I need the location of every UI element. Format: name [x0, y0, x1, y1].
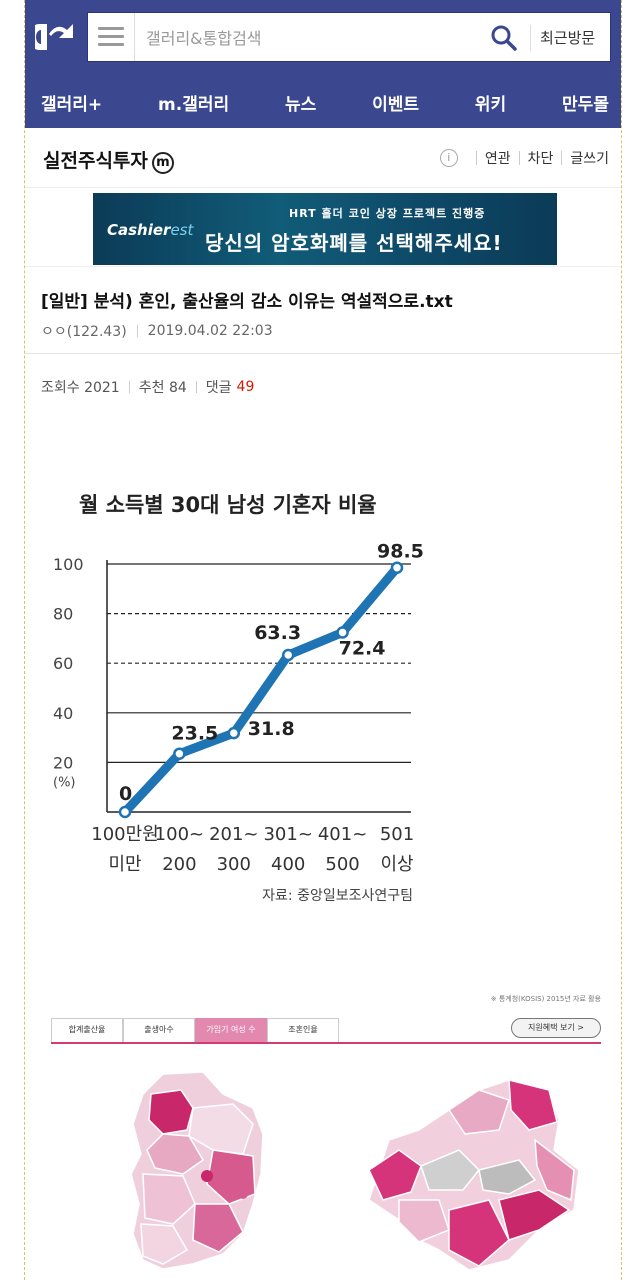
divider: [475, 151, 477, 165]
data-label: 31.8: [248, 718, 295, 740]
divider: [136, 325, 138, 337]
divider: [195, 381, 197, 393]
post-author[interactable]: ㅇㅇ(122.43): [41, 324, 127, 340]
x-tick-label: 이상: [380, 854, 413, 875]
x-tick-label: 500: [325, 854, 359, 875]
y-tick-label: 20: [53, 753, 73, 772]
chart-svg: 월 소득별 30대 남성 기혼자 비율 100 80 60 40 20 (%) 0 23.5 31…: [53, 493, 424, 904]
ad-banner[interactable]: Cashierest HRT 홀더 코인 상장 프로젝트 진행중 당신의 암호화…: [93, 193, 557, 265]
nav-item-news[interactable]: 뉴스: [284, 94, 317, 115]
data-point: [227, 726, 241, 740]
search-icon[interactable]: [490, 24, 518, 52]
data-point: [390, 561, 404, 574]
search-box: 최근방문: [87, 12, 611, 62]
data-point: [173, 747, 186, 760]
x-tick-label: 301~: [263, 824, 312, 845]
comment-count[interactable]: 49: [236, 379, 255, 395]
data-label: 23.5: [171, 723, 218, 745]
divider: [518, 151, 520, 165]
data-label: 72.4: [339, 637, 386, 659]
x-tick-label: 501: [380, 824, 414, 845]
x-tick-label: 401~: [318, 824, 367, 845]
divider: [530, 25, 531, 51]
x-tick-label: 201~: [209, 824, 258, 845]
post-header: [일반] 분석) 혼인, 출산율의 감소 이유는 역설적으로.txt ㅇㅇ(12…: [25, 266, 621, 354]
post-date: 2019.04.02 22:03: [147, 323, 273, 339]
ad-brand-sub: est: [170, 221, 194, 239]
related-button[interactable]: 연관: [484, 151, 511, 167]
search-input[interactable]: [146, 25, 466, 51]
tab-births[interactable]: 출생아수: [123, 1018, 195, 1042]
data-point: [281, 648, 295, 662]
infographic-source-note: ※ 통계청(KOSIS) 2015년 자료 활용: [490, 995, 601, 1003]
benefits-button[interactable]: 지원혜택 보기 >: [511, 1018, 601, 1038]
gallery-bar: 실전주식투자 m i 연관 차단 글쓰기: [25, 128, 621, 188]
divider: [561, 151, 563, 165]
comment-label[interactable]: 댓글: [205, 380, 232, 396]
main-nav: 갤러리+ m.갤러리 뉴스 이벤트 위키 만두몰: [25, 76, 621, 128]
divider: [128, 381, 130, 393]
nav-item-wiki[interactable]: 위키: [474, 94, 507, 115]
x-tick-label: 100~: [155, 824, 204, 845]
birthrate-infographic: ※ 통계청(KOSIS) 2015년 자료 활용 합계출산율 출생아수 가임기 …: [47, 990, 607, 1280]
y-tick-label: 100: [53, 555, 84, 574]
infographic-tabs: 합계출산율 출생아수 가임기 여성 수 조혼인율: [51, 1018, 601, 1044]
data-label: 98.5: [377, 541, 424, 563]
view-count: 조회수 2021: [41, 380, 120, 396]
data-point: [336, 626, 349, 639]
post-stats: 조회수 2021 추천 84 댓글 49: [41, 377, 254, 397]
x-tick-label: 400: [271, 854, 305, 875]
data-label: 63.3: [254, 622, 301, 644]
y-tick-label: 80: [53, 605, 73, 624]
x-tick-label: 미만: [108, 854, 141, 875]
top-header: 최근방문: [25, 0, 621, 76]
y-tick-label: 60: [53, 654, 73, 673]
divider: [134, 13, 135, 61]
menu-icon[interactable]: [98, 27, 124, 49]
x-tick-label: 300: [217, 854, 251, 875]
recommend-count: 추천 84: [138, 380, 187, 396]
korea-map: [130, 1071, 264, 1270]
nav-item-event[interactable]: 이벤트: [372, 94, 420, 115]
nav-item-mandumall[interactable]: 만두몰: [562, 94, 609, 115]
tab-marriage-rate[interactable]: 조혼인율: [267, 1018, 339, 1042]
ad-subtitle: HRT 홀더 코인 상장 프로젝트 진행중: [289, 207, 486, 220]
gallery-tools: i 연관 차단 글쓰기: [439, 148, 609, 168]
minor-gallery-badge: m: [151, 152, 174, 174]
block-button[interactable]: 차단: [527, 151, 554, 167]
gallery-title-text: 실전주식투자: [43, 150, 148, 172]
x-tick-label: 200: [162, 854, 196, 875]
seoul-map: [368, 1079, 580, 1271]
ad-brand-main: Cashier: [107, 221, 171, 239]
income-marriage-chart: 월 소득별 30대 남성 기혼자 비율 100 80 60 40 20 (%) 0 23.5 31…: [51, 482, 425, 912]
dc-logo-icon[interactable]: [35, 20, 83, 54]
recent-visits-button[interactable]: 최근방문: [540, 29, 596, 47]
data-label: 0: [119, 783, 132, 805]
info-icon[interactable]: i: [439, 149, 458, 167]
data-point: [118, 805, 132, 819]
ad-headline: 당신의 암호화폐를 선택해주세요!: [205, 231, 503, 255]
nav-item-gallery-plus[interactable]: 갤러리+: [41, 94, 103, 115]
x-tick-label: 100만원: [91, 824, 158, 845]
series-line: [120, 563, 402, 817]
gallery-title[interactable]: 실전주식투자 m: [43, 146, 174, 174]
post-title: [일반] 분석) 혼인, 출산율의 감소 이유는 역설적으로.txt: [41, 292, 453, 312]
tab-fertile-women[interactable]: 가임기 여성 수: [195, 1018, 267, 1042]
chart-title: 월 소득별 30대 남성 기혼자 비율: [79, 493, 377, 517]
nav-item-m-gallery[interactable]: m.갤러리: [158, 94, 230, 115]
ad-brand-logo: Cashierest: [107, 221, 193, 239]
write-button[interactable]: 글쓰기: [570, 151, 609, 167]
y-tick-label: 40: [53, 704, 73, 723]
tab-total-fertility[interactable]: 합계출산율: [51, 1018, 123, 1042]
post-meta: ㅇㅇ(122.43) 2019.04.02 22:03: [41, 321, 273, 341]
chart-source: 자료: 중앙일보조사연구팀: [262, 888, 413, 904]
y-axis-label: (%): [53, 775, 76, 790]
